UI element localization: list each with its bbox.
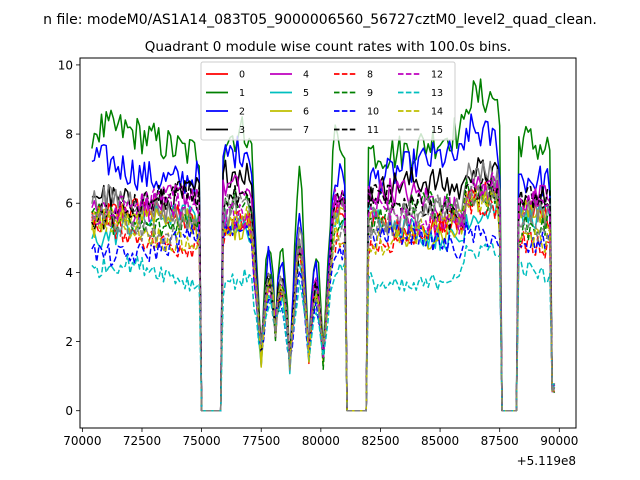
x-tick-label: 90000 xyxy=(540,434,578,448)
legend-label: 14 xyxy=(431,107,443,118)
x-tick-label: 85000 xyxy=(421,434,459,448)
figure-suptitle: n file: modeM0/AS1A14_083T05_9000006560_… xyxy=(43,12,597,28)
legend-label: 15 xyxy=(431,125,443,136)
legend-label: 0 xyxy=(239,70,245,81)
y-tick-label: 8 xyxy=(65,128,73,142)
legend-label: 8 xyxy=(367,70,373,81)
y-tick-label: 4 xyxy=(65,266,73,280)
legend-label: 13 xyxy=(431,88,443,99)
y-tick-label: 2 xyxy=(65,335,73,349)
y-tick-label: 0 xyxy=(65,404,73,418)
legend-label: 4 xyxy=(303,70,309,81)
legend-label: 3 xyxy=(239,125,245,136)
x-offset-label: +5.119e8 xyxy=(517,454,576,468)
x-tick-label: 80000 xyxy=(302,434,340,448)
series-line-15 xyxy=(91,184,556,412)
legend-label: 7 xyxy=(303,125,309,136)
x-tick-label: 87500 xyxy=(481,434,519,448)
x-axis: 70000 72500 75000 77500 80000 82500 85000 87500… xyxy=(63,428,578,448)
y-tick-label: 6 xyxy=(65,197,73,211)
series-line-13 xyxy=(91,243,555,412)
chart-title: Quadrant 0 module wise count rates with … xyxy=(145,39,511,55)
legend-frame xyxy=(200,61,456,141)
series-line-9 xyxy=(91,178,555,412)
series-lines xyxy=(91,78,556,412)
legend-label: 9 xyxy=(367,88,373,99)
legend-label: 11 xyxy=(367,125,379,136)
x-tick-label: 75000 xyxy=(183,434,221,448)
legend-label: 1 xyxy=(239,88,245,99)
axes-frame xyxy=(79,57,577,429)
x-tick-label: 72500 xyxy=(123,434,161,448)
legend-label: 10 xyxy=(367,107,379,118)
y-axis: 0 2 4 6 8 10 xyxy=(58,58,80,418)
y-tick-label: 10 xyxy=(58,58,73,72)
x-tick-label: 70000 xyxy=(63,434,101,448)
legend-label: 5 xyxy=(303,88,309,99)
legend-label: 6 xyxy=(303,107,309,118)
legend-label: 12 xyxy=(431,70,443,81)
series-line-14 xyxy=(91,190,556,412)
x-tick-label: 82500 xyxy=(361,434,399,448)
series-line-11 xyxy=(91,176,556,412)
x-tick-label: 77500 xyxy=(242,434,280,448)
legend-label: 2 xyxy=(239,107,245,118)
